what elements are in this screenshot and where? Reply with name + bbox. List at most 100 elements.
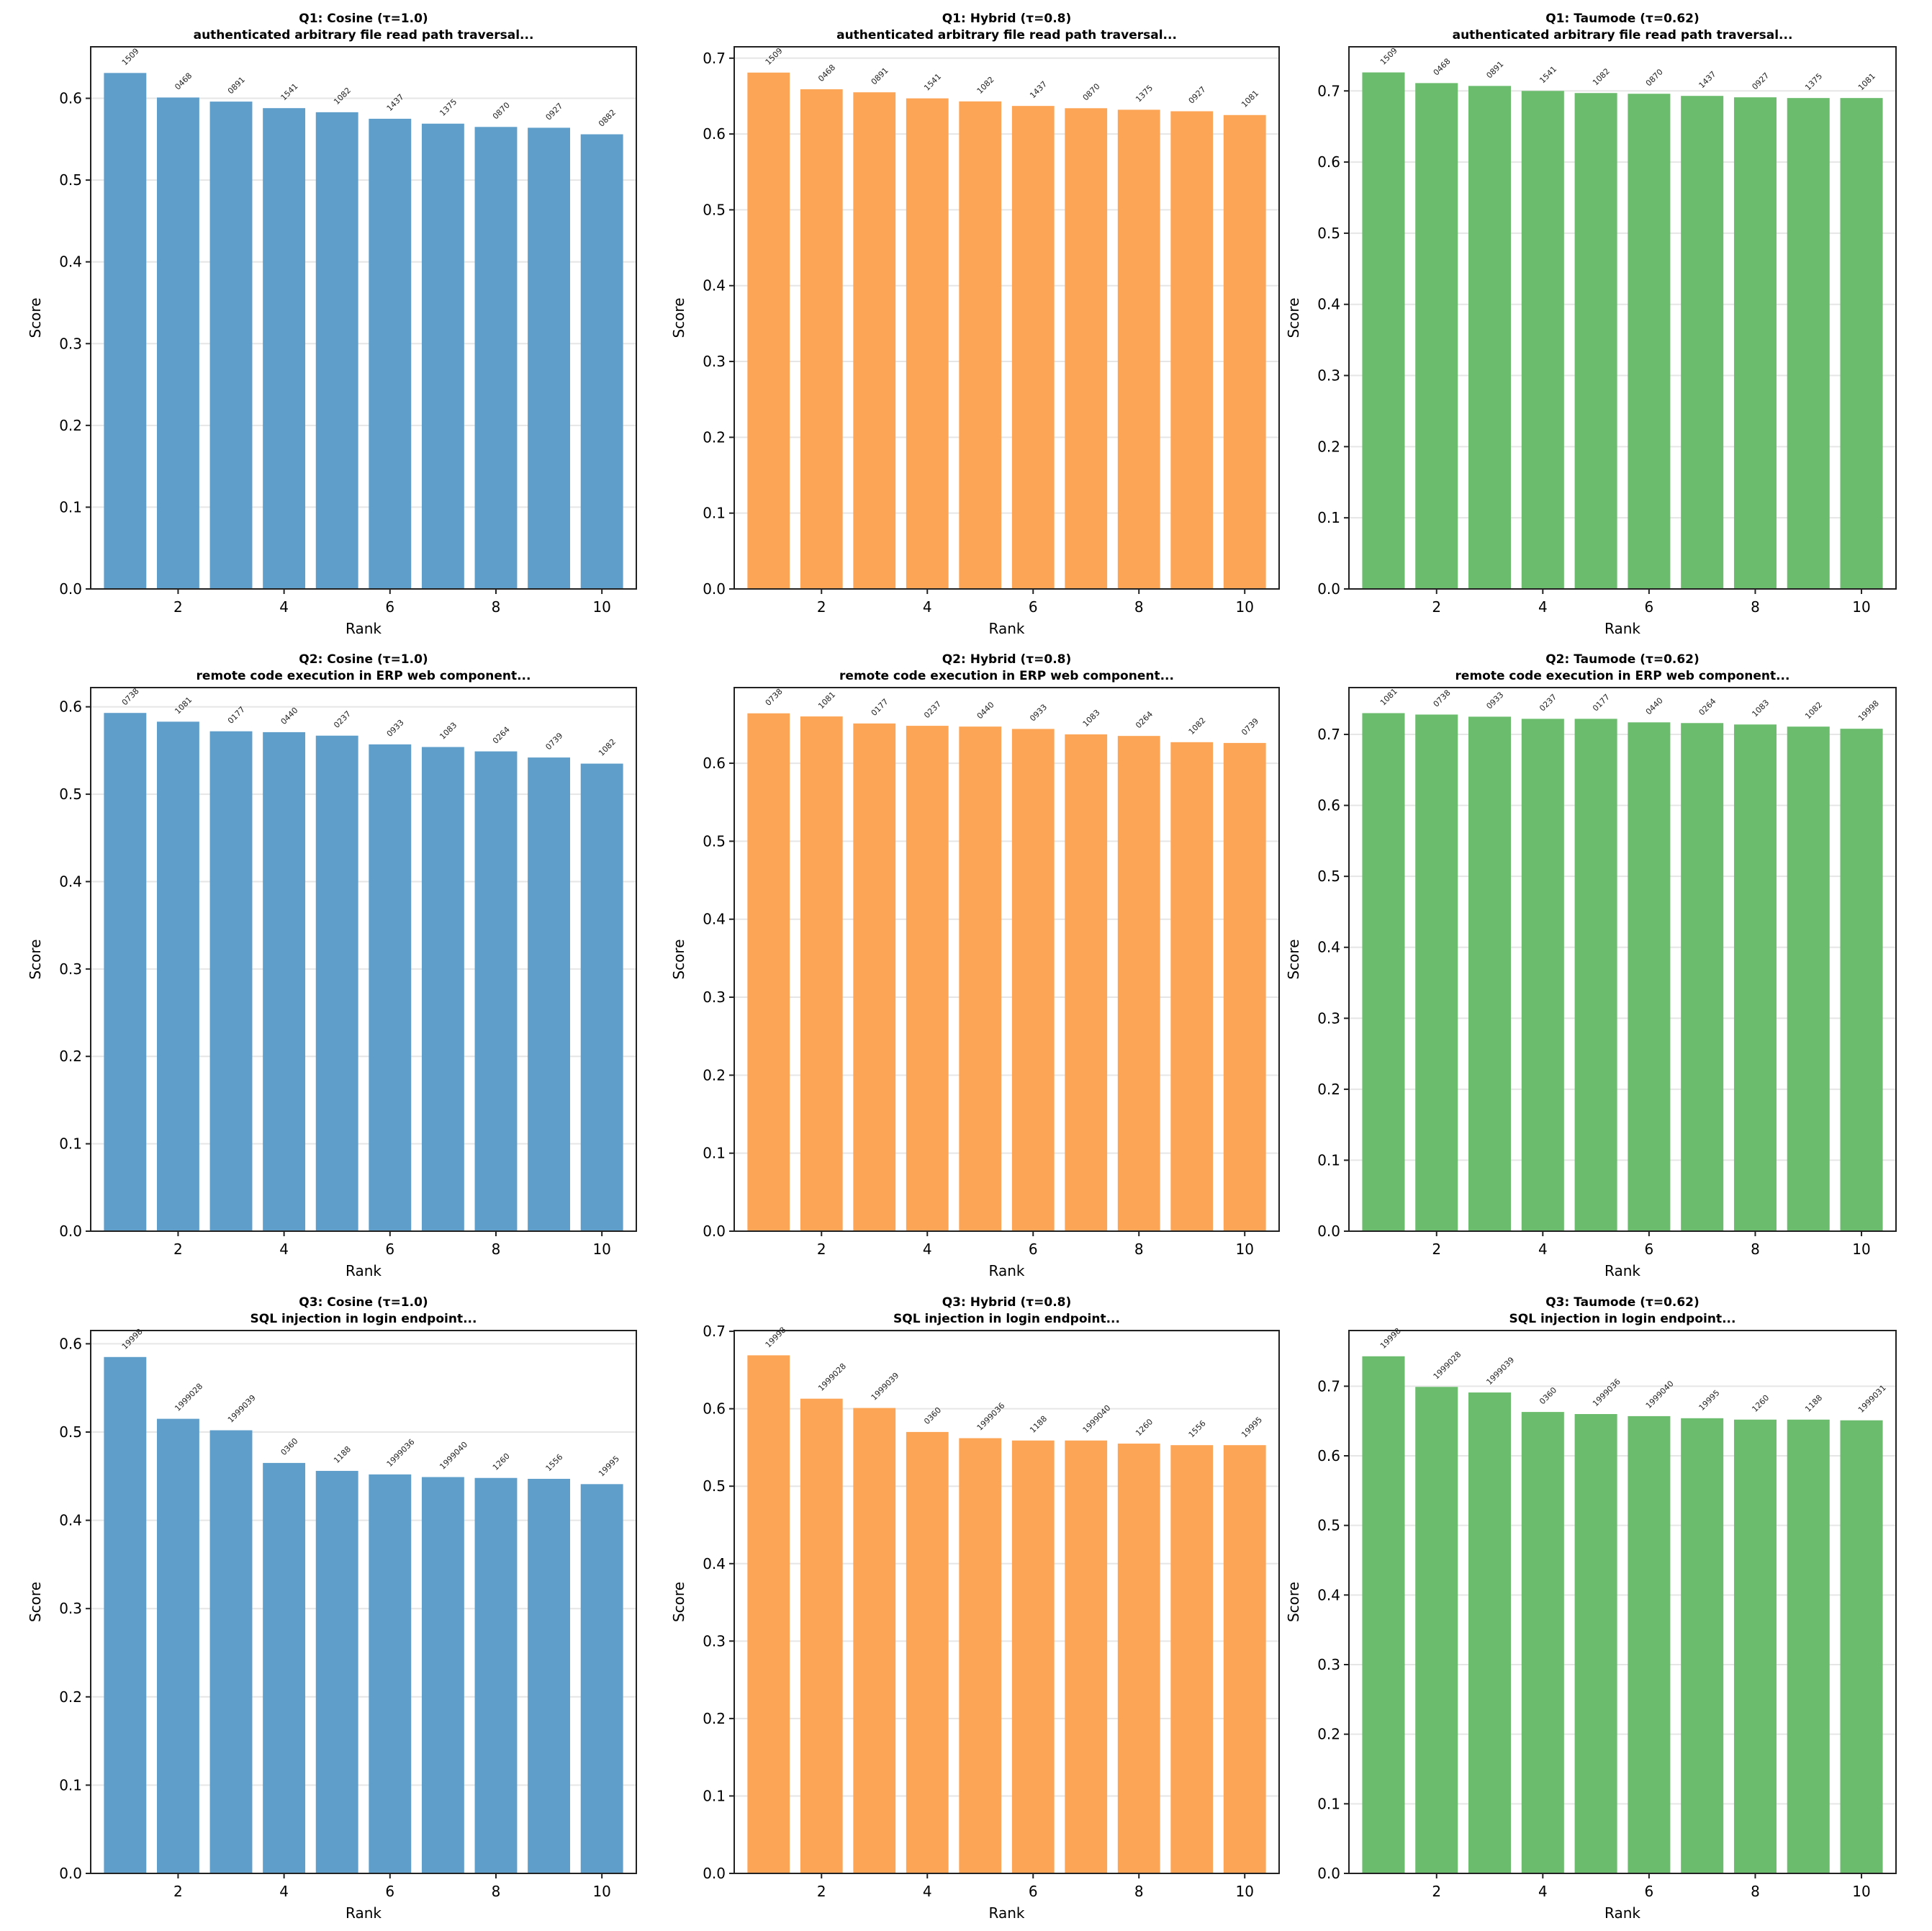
x-tick-label: 8 [1751,1883,1760,1900]
chart-title: Q1: Taumode (τ=0.62) [1545,12,1699,26]
bar [104,713,147,1231]
x-axis-label: Rank [989,620,1025,637]
bar-label: 0870 [491,100,512,121]
y-tick-label: 0.4 [1317,296,1340,313]
y-tick-label: 0.0 [59,1865,82,1882]
bar-label: 0264 [1134,709,1155,730]
chart-subtitle: remote code execution in ERP web compone… [1455,669,1790,683]
chart-title: Q3: Taumode (τ=0.62) [1545,1295,1699,1310]
x-tick-label: 6 [385,1241,394,1258]
x-tick-label: 10 [1852,1241,1870,1258]
y-tick-label: 0.1 [703,1145,726,1162]
bar [853,92,896,589]
bar-label: 1188 [1028,1414,1049,1435]
bar [1733,724,1777,1231]
x-tick-label: 2 [1432,1883,1441,1900]
bar [1011,106,1055,590]
y-tick-label: 0.2 [59,1688,82,1706]
bar-label: 0933 [1028,703,1049,724]
bar-label: 0237 [1538,692,1558,713]
bar [1117,736,1160,1231]
bar [1574,1414,1617,1873]
subplot-q2-hybrid: 0738 1081 0177 0237 0440 0933 1083 0264 1082 0739… [670,652,1280,1279]
bar [474,751,518,1231]
bar-label: 0237 [922,699,943,720]
y-tick-label: 0.3 [59,335,82,352]
bar [421,123,464,589]
x-axis-label: Rank [346,1262,382,1279]
x-tick-label: 10 [592,1241,610,1258]
chart-subtitle: SQL injection in login endpoint... [893,1312,1120,1326]
bar-label: 1082 [597,737,618,758]
y-tick-label: 0.0 [1317,1223,1340,1240]
x-tick-label: 10 [1236,598,1254,616]
axes-frame [733,46,1280,590]
bar-label: 1999028 [173,1382,204,1413]
bar-label: 1082 [1187,716,1208,737]
y-tick-label: 0.1 [1317,1151,1340,1169]
bar [209,102,253,589]
bar [1223,1445,1266,1873]
y-tick-label: 0.0 [1317,1865,1340,1882]
bar [1223,114,1266,590]
y-axis-label: Score [670,939,687,979]
x-tick-label: 8 [492,1241,501,1258]
chart-subtitle: remote code execution in ERP web compone… [839,669,1174,683]
y-tick-label: 0.1 [59,1135,82,1153]
bar-label: 19995 [597,1454,621,1479]
y-tick-label: 0.4 [703,1555,726,1572]
y-tick-label: 0.5 [1317,1517,1340,1534]
x-tick-label: 8 [1134,598,1144,616]
bar-label: 1556 [1187,1418,1208,1439]
bar [1117,109,1160,589]
bar [1628,94,1671,590]
bar [104,73,147,590]
x-tick-label: 10 [1236,1883,1254,1900]
bar-label: 0933 [385,718,406,739]
x-tick-label: 2 [1432,598,1441,616]
bar [209,731,253,1231]
bar-label: 1082 [1803,700,1824,721]
y-tick-label: 0.4 [703,911,726,928]
y-tick-label: 0.4 [1317,1586,1340,1603]
bar-label: 0468 [173,71,194,92]
x-axis-label: Rank [1604,620,1640,637]
bar [156,97,199,590]
bar-label: 1375 [1134,84,1155,104]
bar [1521,1412,1564,1873]
x-tick-label: 8 [1134,1241,1144,1258]
bar [747,1355,790,1873]
x-tick-label: 4 [279,1883,289,1900]
x-tick-label: 8 [1134,1883,1144,1900]
bar-label: 0870 [1081,81,1102,102]
bar-label: 19995 [1697,1388,1722,1413]
bar [1574,719,1617,1231]
bar [209,1430,253,1873]
x-tick-label: 8 [492,1883,501,1900]
bar [528,127,571,590]
bar [474,1477,518,1873]
bar-label: 0891 [226,75,247,96]
axes-frame [1348,46,1897,590]
bar-label: 0738 [1432,688,1453,709]
y-axis-label: Score [1285,297,1302,338]
x-tick-label: 2 [817,1241,826,1258]
bar-label: 1541 [1538,64,1558,85]
bar [156,721,199,1231]
bar [1065,108,1108,589]
y-tick-label: 0.6 [59,1335,82,1352]
chart-subtitle: authenticated arbitrary file read path t… [1453,28,1793,42]
bar [1521,91,1564,590]
x-tick-label: 2 [173,598,183,616]
bar-label: 0468 [1432,57,1453,78]
axes-frame [90,1330,637,1874]
y-tick-label: 0.1 [1317,1795,1340,1812]
y-tick-label: 0.6 [1317,1447,1340,1464]
y-tick-label: 0.1 [703,1787,726,1804]
bar-label: 1509 [1378,46,1399,67]
y-tick-label: 0.5 [703,1477,726,1495]
